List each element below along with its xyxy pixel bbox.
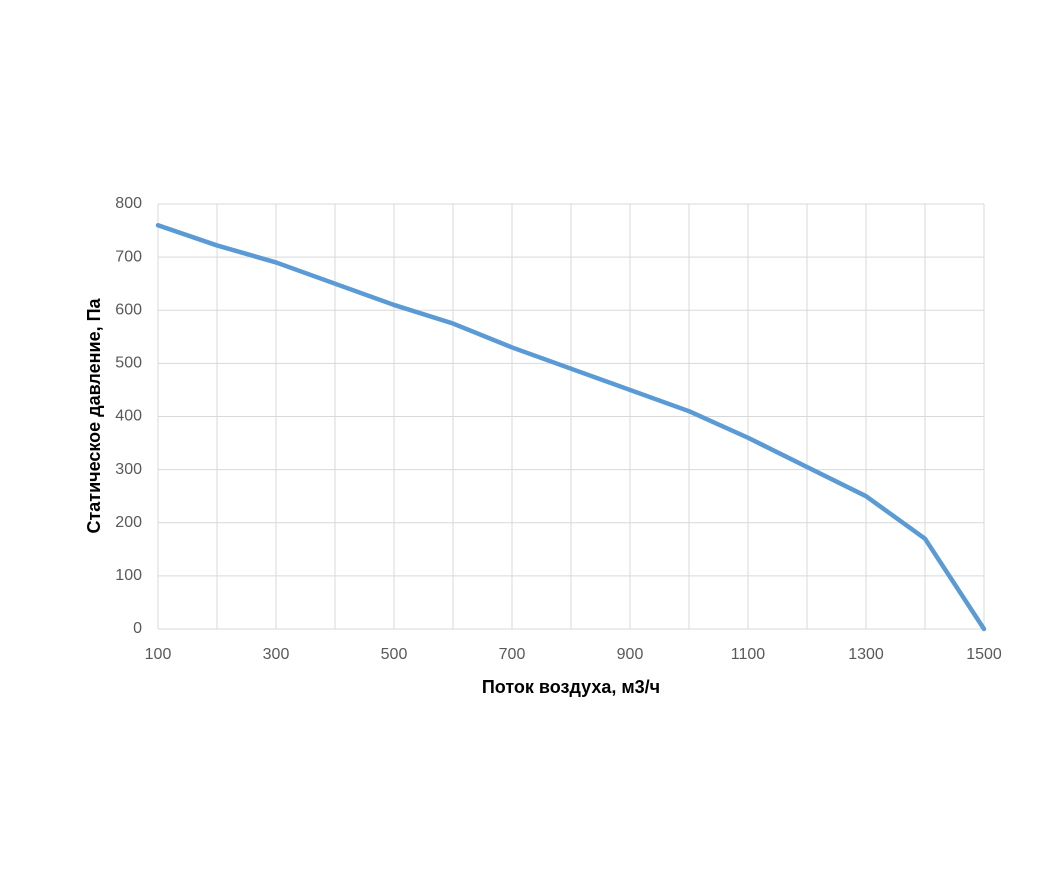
x-tick-label: 900 xyxy=(617,646,644,663)
y-tick-label: 100 xyxy=(115,567,142,584)
x-tick-label: 1500 xyxy=(966,646,1002,663)
y-tick-label: 800 xyxy=(115,195,142,212)
y-axis-title: Статическое давление, Па xyxy=(84,297,104,533)
y-tick-label: 600 xyxy=(115,301,142,318)
y-tick-label: 0 xyxy=(133,620,142,637)
x-tick-label: 500 xyxy=(381,646,408,663)
y-tick-label: 700 xyxy=(115,248,142,265)
y-tick-label: 500 xyxy=(115,355,142,372)
x-axis-title: Поток воздуха, м3/ч xyxy=(482,677,660,697)
y-tick-label: 300 xyxy=(115,461,142,478)
y-tick-label: 200 xyxy=(115,514,142,531)
x-tick-label: 1300 xyxy=(848,646,884,663)
y-tick-label: 400 xyxy=(115,408,142,425)
x-tick-label: 1100 xyxy=(731,646,766,663)
data-line xyxy=(155,223,987,632)
x-tick-label: 300 xyxy=(263,646,290,663)
x-tick-label: 100 xyxy=(145,646,172,663)
x-tick-label: 700 xyxy=(499,646,526,663)
